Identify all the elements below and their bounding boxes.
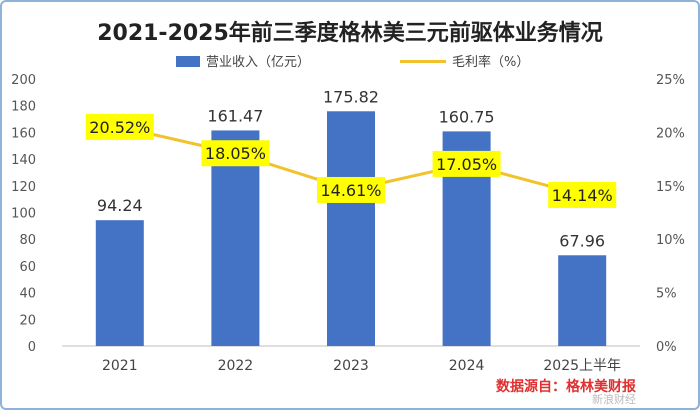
right-tick-label: 5% xyxy=(656,287,677,302)
line-value-label: 18.05% xyxy=(205,144,266,163)
chart-title: 2021-2025年前三季度格林美三元前驱体业务情况 xyxy=(97,20,603,46)
left-tick-label: 0 xyxy=(28,340,36,355)
legend: 营业收入（亿元） 毛利率（%） xyxy=(176,54,529,70)
line-label-highlight xyxy=(201,140,270,167)
bar xyxy=(558,255,607,346)
bar-series xyxy=(95,111,607,346)
x-axis-labels: 2021 2022 2023 2024 2025上半年 xyxy=(102,358,621,374)
x-tick-label: 2024 xyxy=(449,358,485,374)
bar-value-label: 160.75 xyxy=(439,107,495,126)
line-value-label: 14.14% xyxy=(552,186,613,205)
right-tick-label: 15% xyxy=(656,180,685,195)
x-tick-label: 2023 xyxy=(333,358,369,374)
line-label-highlight xyxy=(85,113,154,140)
left-tick-label: 40 xyxy=(19,287,36,302)
line-label-highlight xyxy=(317,176,385,203)
left-tick-label: 180 xyxy=(11,100,36,115)
right-tick-label: 10% xyxy=(656,233,685,248)
line-label-highlight xyxy=(432,150,501,177)
x-tick-label: 2025上半年 xyxy=(543,358,621,374)
line-value-label: 20.52% xyxy=(89,118,150,137)
bar xyxy=(211,130,260,346)
left-tick-label: 60 xyxy=(19,260,36,275)
line-label-highlight xyxy=(548,181,617,208)
legend-bar-label: 营业收入（亿元） xyxy=(206,55,310,70)
bar-value-label: 94.24 xyxy=(97,196,143,215)
right-tick-label: 0% xyxy=(656,340,677,355)
left-axis-ticks: 0 20 40 60 80 100 120 140 160 180 200 xyxy=(11,73,36,355)
left-tick-label: 100 xyxy=(11,207,36,222)
left-tick-label: 200 xyxy=(11,73,36,88)
bar-value-labels: 94.24 161.47 175.82 160.75 67.96 xyxy=(97,87,605,250)
bar-value-label: 175.82 xyxy=(323,87,379,106)
watermark: 新浪财经 xyxy=(592,392,636,406)
left-tick-label: 140 xyxy=(11,153,36,168)
x-tick-label: 2021 xyxy=(102,358,138,374)
source-note: 数据源自：格林美财报 xyxy=(496,378,636,395)
line-value-label: 17.05% xyxy=(436,155,497,174)
bar xyxy=(327,111,375,346)
line-value-labels: 20.52% 18.05% 14.61% 17.05% 14.14% xyxy=(85,113,617,208)
x-tick-label: 2022 xyxy=(218,358,254,374)
legend-bar-swatch xyxy=(176,56,200,67)
bar-value-label: 67.96 xyxy=(559,231,605,250)
bar xyxy=(95,220,144,346)
right-tick-label: 25% xyxy=(656,73,685,88)
legend-line-label: 毛利率（%） xyxy=(452,54,529,70)
left-tick-label: 120 xyxy=(11,180,36,195)
left-tick-label: 20 xyxy=(19,313,36,328)
bar-value-label: 161.47 xyxy=(207,106,263,125)
line-value-label: 14.61% xyxy=(320,181,381,200)
right-axis-ticks: 0% 5% 10% 15% 20% 25% xyxy=(656,73,685,355)
left-tick-label: 80 xyxy=(19,233,36,248)
left-tick-label: 160 xyxy=(11,126,36,141)
right-tick-label: 20% xyxy=(656,126,685,141)
